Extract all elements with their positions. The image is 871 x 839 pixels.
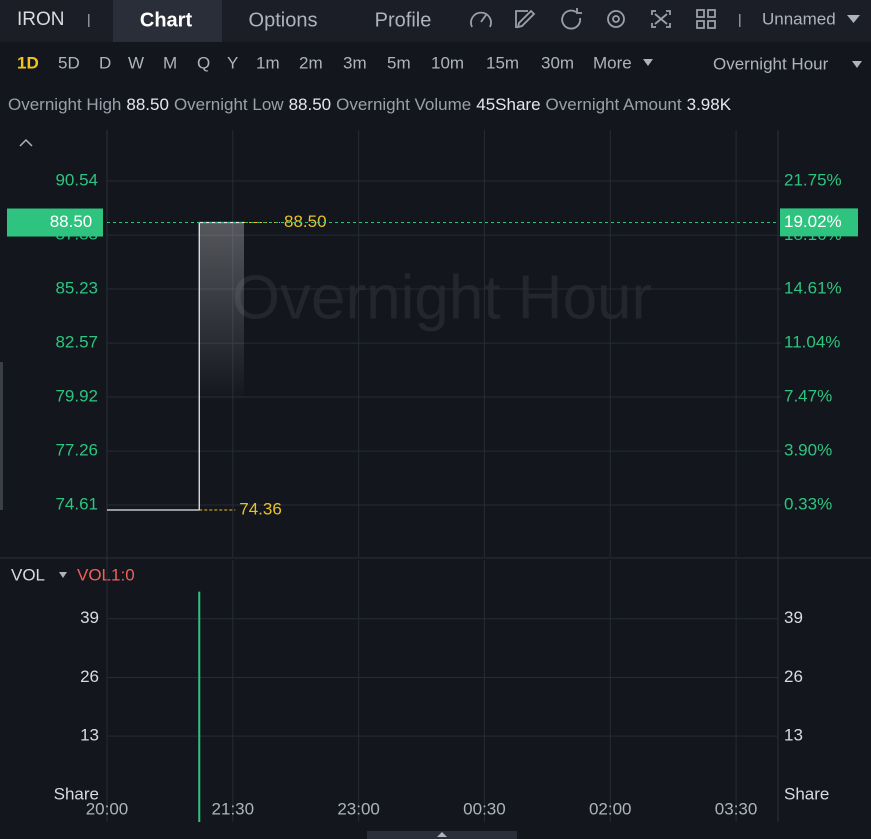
timeframe[interactable]: 30m (541, 53, 574, 72)
symbol[interactable]: IRON (17, 9, 65, 30)
dropdown-arrow (852, 61, 862, 68)
y-tick-label: 13 (80, 726, 99, 745)
dropdown-arrow (643, 59, 653, 66)
info-label: Overnight Low (174, 95, 284, 114)
icon-refresh[interactable] (561, 8, 582, 30)
dropdown-arrow (847, 15, 860, 23)
y-tick-label: 82.57 (55, 333, 98, 352)
annotation-label: 88.50 (284, 212, 327, 231)
timeframe[interactable]: W (128, 53, 144, 72)
y-tick-label: 74.61 (55, 494, 98, 513)
timeframe[interactable]: 1D (17, 53, 39, 72)
info-value: 88.50 (126, 95, 169, 114)
timeframe[interactable]: 15m (486, 53, 519, 72)
divider (88, 14, 90, 27)
y2-tick-label: Share (784, 784, 829, 803)
timeframe[interactable]: 5m (387, 53, 411, 72)
timeframe[interactable]: D (99, 53, 111, 72)
timeframe[interactable]: 1m (256, 53, 280, 72)
highlight-glow (199, 222, 244, 403)
x-tick-label: 20:00 (86, 799, 129, 818)
x-tick-label: 02:00 (589, 799, 632, 818)
timeframe[interactable]: 2m (299, 53, 323, 72)
icon-layout[interactable] (696, 9, 716, 29)
y2-tick-label: 11.04% (784, 333, 840, 352)
y2-tick-label: 39 (784, 608, 803, 627)
y2-tick-label: 21.75% (784, 171, 842, 190)
dropdown-arrow (59, 572, 67, 578)
last-price-tag (7, 208, 103, 237)
info-label: Overnight Amount (546, 95, 682, 114)
y-tick-label: 26 (80, 667, 99, 686)
icon-draw[interactable] (515, 9, 536, 29)
watermark: Overnight Hour (232, 263, 652, 332)
icon-indicator[interactable] (470, 11, 492, 28)
info-value: 45Share (476, 95, 540, 114)
legend-item: VOL (11, 565, 45, 584)
x-tick-label: 00:30 (463, 799, 506, 818)
y2-tick-label: 26 (784, 667, 803, 686)
legend-item: VOL1:0 (77, 565, 135, 584)
info-value: 88.50 (289, 95, 332, 114)
last-price-label: 88.50 (50, 212, 93, 231)
info-label: Overnight High (8, 95, 121, 114)
y2-tick-label: 14.61% (784, 279, 842, 298)
timeframe[interactable]: 5D (58, 53, 80, 72)
session[interactable]: Overnight Hour (713, 54, 829, 73)
divider (739, 14, 741, 27)
y-tick-label: 79.92 (55, 386, 98, 405)
active-tab-bg (113, 0, 222, 42)
x-tick-label: 03:30 (715, 799, 758, 818)
x-tick-label: 21:30 (212, 799, 255, 818)
y-tick-label: Share (54, 784, 99, 803)
info-row: Overnight High 88.50 Overnight Low 88.50 Ove… (8, 95, 732, 114)
timeframe[interactable]: More (593, 53, 632, 72)
icon-fullscreen[interactable] (651, 10, 671, 28)
last-change-label: 19.02% (784, 212, 842, 231)
info-value: 3.98K (687, 95, 732, 114)
y2-tick-label: 7.47% (784, 387, 832, 406)
timeframe[interactable]: 10m (431, 53, 464, 72)
tab[interactable]: Profile (375, 9, 432, 31)
y2-tick-label: 0.33% (784, 494, 832, 513)
scroll-indicator (0, 362, 3, 510)
tab[interactable]: Chart (140, 9, 193, 31)
y-tick-label: 39 (80, 608, 99, 627)
timeframe[interactable]: M (163, 53, 177, 72)
y-tick-label: 90.54 (55, 171, 98, 190)
info-label: Overnight Volume (336, 95, 471, 114)
timeframe[interactable]: Q (197, 53, 210, 72)
y-tick-label: 77.26 (55, 441, 98, 460)
timeframe-bar: 1D 5D D W M Q Y 1m 2m 3m 5m 10m 15m 30m More (17, 53, 653, 72)
y-tick-label: 85.23 (55, 278, 98, 297)
handle-arrow (437, 832, 447, 837)
last-change-tag (780, 208, 858, 237)
layout-name[interactable]: Unnamed (762, 9, 836, 28)
timeframe[interactable]: 3m (343, 53, 367, 72)
tab[interactable]: Options (249, 9, 318, 31)
icon-settings[interactable] (607, 10, 625, 28)
y2-tick-label: 3.90% (784, 440, 832, 459)
y2-tick-label: 13 (784, 726, 803, 745)
timeframe[interactable]: Y (227, 53, 238, 72)
collapse-caret[interactable] (19, 138, 33, 147)
x-tick-label: 23:00 (337, 799, 380, 818)
volume-bar (198, 591, 201, 822)
annotation-label: 74.36 (239, 500, 282, 519)
